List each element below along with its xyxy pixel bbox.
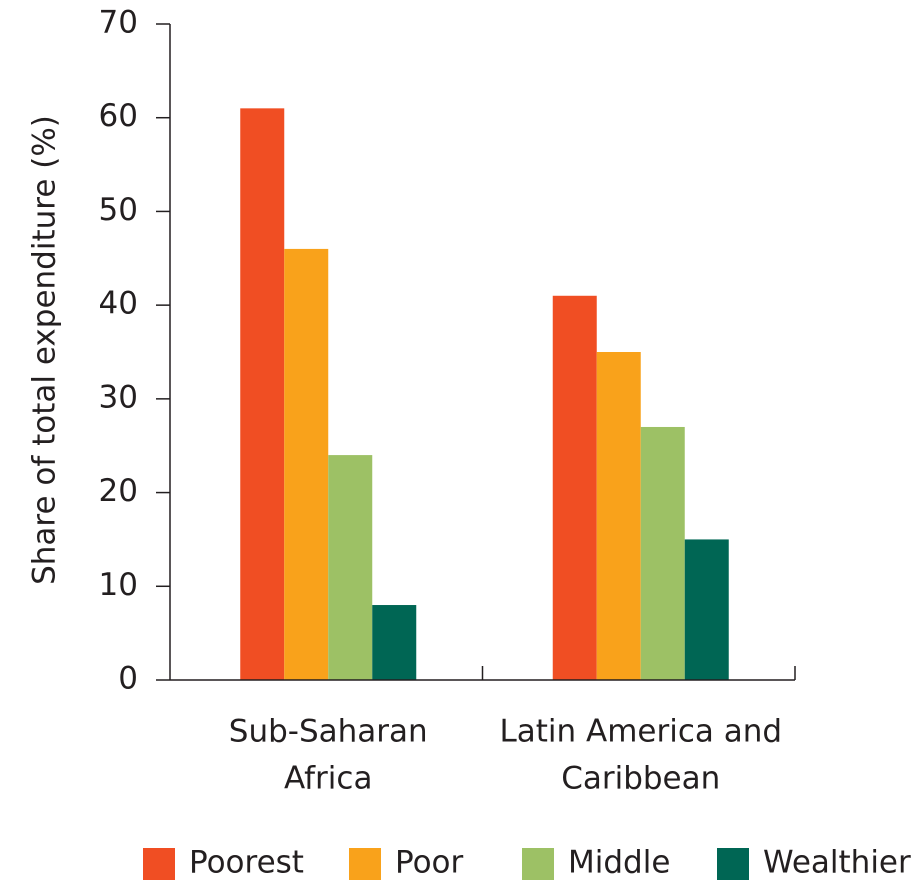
y-tick-label: 60 [99, 98, 138, 134]
legend-label: Wealthier [763, 845, 911, 881]
legend-swatch [717, 848, 749, 880]
y-axis-label: Share of total expenditure (%) [27, 115, 63, 585]
y-tick-label: 50 [99, 192, 138, 228]
y-tick-label: 30 [99, 379, 138, 415]
bar [684, 539, 729, 680]
legend-swatch [522, 848, 554, 880]
x-tick-label: Africa [284, 761, 372, 797]
x-tick-label: Sub-Saharan [229, 714, 428, 750]
legend-label: Poorest [189, 845, 304, 881]
x-tick-label: Caribbean [561, 761, 720, 797]
y-tick-label: 20 [99, 473, 138, 509]
legend-swatch [143, 848, 175, 880]
y-tick-label: 70 [99, 5, 138, 41]
bar [284, 248, 329, 680]
bar [328, 455, 373, 680]
legend-swatch [349, 848, 381, 880]
bar [240, 108, 285, 681]
bar [640, 426, 685, 680]
y-tick-label: 40 [99, 286, 138, 322]
legend-label: Poor [395, 845, 464, 881]
y-tick-label: 0 [118, 661, 138, 697]
y-tick-label: 10 [99, 567, 138, 603]
bar [372, 605, 417, 680]
x-tick-label: Latin America and [499, 714, 782, 750]
bar [552, 295, 597, 680]
bar [596, 352, 641, 680]
legend-label: Middle [568, 845, 670, 881]
